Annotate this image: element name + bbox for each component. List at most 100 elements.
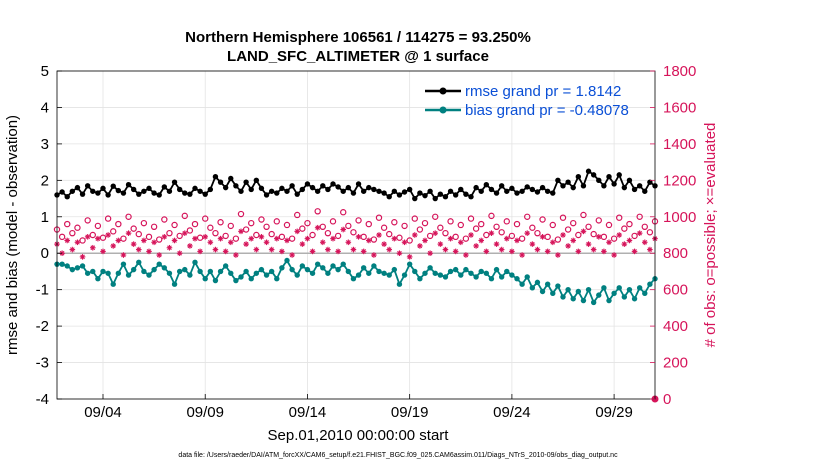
bias-series-line xyxy=(57,259,656,304)
bias-point xyxy=(125,272,132,278)
obs-evaluated-point xyxy=(171,237,178,244)
obs-evaluated-stroke xyxy=(335,249,341,254)
obs-evaluated-point xyxy=(473,243,479,249)
obs-evaluated-stroke xyxy=(156,252,162,258)
obs-possible-point xyxy=(626,220,633,228)
obs-possible-point xyxy=(524,213,531,220)
obs-evaluated-stroke xyxy=(581,229,586,234)
obs-evaluated-point xyxy=(125,230,132,236)
obs-possible-point xyxy=(391,219,398,226)
obs-possible-point xyxy=(196,234,204,241)
obs-possible-point xyxy=(365,220,372,228)
obs-evaluated-point xyxy=(452,248,459,255)
obs-possible-point xyxy=(334,232,342,240)
bias-point xyxy=(340,261,346,267)
obs-possible-point xyxy=(130,225,137,232)
obs-evaluated-stroke xyxy=(192,236,198,241)
obs-evaluated-stroke xyxy=(202,234,208,240)
obs-evaluated-stroke xyxy=(621,241,627,247)
bias-point xyxy=(611,290,617,297)
bias-point xyxy=(386,272,392,278)
x-axis-label: Sep.01,2010 00:00:00 start xyxy=(268,427,450,444)
obs-evaluated-point xyxy=(447,235,454,242)
rmse-point xyxy=(468,194,474,200)
obs-possible-point xyxy=(462,235,470,242)
obs-possible-point xyxy=(237,210,245,218)
rmse-point xyxy=(606,173,612,180)
obs-possible-point xyxy=(294,211,301,219)
bias-point xyxy=(294,272,300,278)
rmse-point xyxy=(79,191,86,197)
rmse-point xyxy=(585,168,592,174)
rmse-point xyxy=(366,184,372,191)
rmse-point xyxy=(110,183,116,189)
obs-evaluated-stroke xyxy=(345,239,351,245)
obs-evaluated-stroke xyxy=(591,247,597,252)
obs-evaluated-stroke xyxy=(207,239,213,245)
bias-point xyxy=(468,270,474,276)
obs-evaluated-stroke xyxy=(161,234,167,240)
bias-point xyxy=(314,261,321,267)
obs-evaluated-point xyxy=(141,237,147,244)
rmse-point xyxy=(156,192,162,198)
obs-evaluated-point xyxy=(151,239,157,246)
bias-point xyxy=(452,266,459,273)
obs-possible-point xyxy=(304,219,311,227)
y2-tick-label: 600 xyxy=(663,282,688,299)
rmse-point xyxy=(64,194,70,200)
obs-evaluated-point xyxy=(233,252,239,258)
rmse-point xyxy=(396,192,403,198)
obs-evaluated-stroke xyxy=(437,241,443,247)
obs-evaluated-point xyxy=(258,234,265,240)
rmse-point xyxy=(514,190,520,196)
obs-possible-point xyxy=(222,232,229,240)
rmse-point xyxy=(401,189,408,195)
bias-point xyxy=(309,270,316,276)
rmse-point xyxy=(309,184,316,191)
obs-possible-point xyxy=(442,229,449,237)
rmse-point xyxy=(248,186,254,193)
obs-possible-point xyxy=(488,212,495,220)
obs-evaluated-point xyxy=(611,252,617,258)
obs-evaluated-point xyxy=(555,252,561,258)
obs-possible-point xyxy=(104,215,112,222)
obs-possible-point xyxy=(253,231,260,239)
rmse-point xyxy=(488,186,495,193)
bias-point xyxy=(534,279,541,286)
bias-point xyxy=(642,290,648,297)
y2-tick-label: 1000 xyxy=(663,209,696,226)
bias-point xyxy=(171,281,178,287)
bias-point xyxy=(529,285,536,291)
obs-possible-point xyxy=(432,213,439,220)
obs-evaluated-stroke xyxy=(550,239,556,245)
bias-point xyxy=(626,286,633,293)
obs-evaluated-point xyxy=(340,226,347,233)
obs-evaluated-stroke xyxy=(151,239,157,245)
obs-evaluated-point xyxy=(202,234,209,240)
obs-evaluated-point xyxy=(79,254,86,260)
obs-evaluated-stroke xyxy=(110,243,116,249)
bias-point xyxy=(544,281,551,287)
rmse-point xyxy=(636,183,643,189)
legend-bias-marker xyxy=(439,106,447,114)
series-layer xyxy=(54,168,658,306)
obs-evaluated-stroke xyxy=(417,243,423,249)
rmse-point xyxy=(120,190,127,196)
rmse-point xyxy=(100,185,106,192)
obs-evaluated-stroke xyxy=(146,249,152,254)
rmse-point xyxy=(182,190,188,196)
obs-evaluated-stroke xyxy=(453,249,459,254)
obs-evaluated-stroke xyxy=(397,250,402,256)
rmse-point xyxy=(197,188,203,194)
obs-evaluated-stroke xyxy=(90,245,96,251)
obs-evaluated-stroke xyxy=(489,230,494,236)
obs-evaluated-point xyxy=(345,239,352,246)
bias-point xyxy=(176,268,183,275)
bias-point xyxy=(401,272,408,278)
obs-evaluated-point xyxy=(130,241,137,247)
obs-evaluated-stroke xyxy=(412,232,418,238)
obs-evaluated-stroke xyxy=(284,238,290,243)
obs-possible-point xyxy=(350,229,357,236)
rmse-point xyxy=(544,188,551,194)
bias-point xyxy=(417,276,423,282)
